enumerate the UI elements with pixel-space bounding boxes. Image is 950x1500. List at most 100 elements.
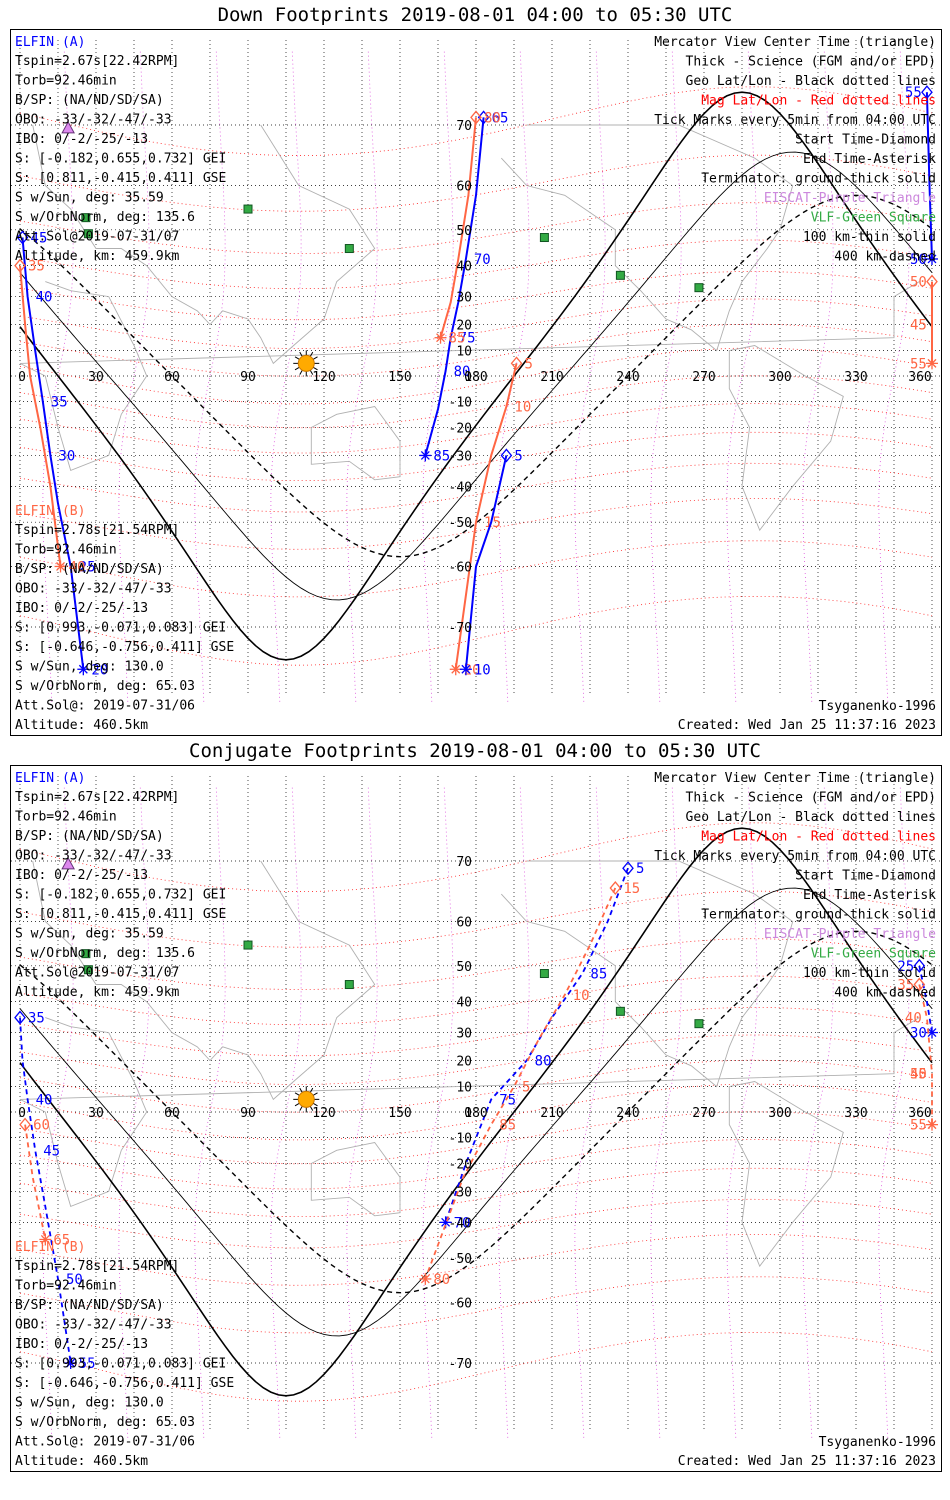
elfin-a-header: ELFIN (A) <box>15 35 85 50</box>
track-tick-label: 40 <box>69 559 86 575</box>
legend-entry: EISCAT-Purple Triangle <box>764 191 936 206</box>
footprint-track <box>424 117 485 456</box>
end-asterisk <box>927 1028 937 1038</box>
end-asterisk <box>461 664 471 674</box>
legend-entry: Tick Marks every 5min from 04:00 UTC <box>654 113 936 128</box>
track-tick-label: 35 <box>897 978 914 994</box>
start-diamond <box>913 977 926 992</box>
x-tick-label: 300 <box>768 370 791 385</box>
footprint-track <box>444 867 629 1223</box>
track-tick-label: 80 <box>454 364 471 380</box>
legend-entry: Mag Lat/Lon - Red dotted lines <box>701 94 936 109</box>
elfin-a-header: ELFIN (A) <box>15 771 85 786</box>
start-diamond <box>19 1117 31 1132</box>
x-tick-label: 180 <box>464 1106 487 1121</box>
start-diamond <box>609 881 622 896</box>
track-tick-label: 35 <box>51 394 68 410</box>
footprint-track <box>19 1017 72 1364</box>
elfin-a-info-line: Att.Sol@2019-07-31/07 <box>15 966 179 981</box>
y-tick-label: 0 <box>464 370 472 385</box>
track-tick-label: 5 <box>525 356 533 372</box>
y-tick-label: 20 <box>456 318 472 333</box>
elfin-a-info-line: S w/Sun, deg: 35.59 <box>15 191 164 206</box>
track-tick-label: 50 <box>66 1272 83 1288</box>
x-tick-label: 270 <box>692 1106 715 1121</box>
sun-marker <box>297 1090 315 1108</box>
track-tick-label: 55 <box>910 356 927 372</box>
end-asterisk <box>927 358 937 368</box>
x-tick-label: 120 <box>312 370 335 385</box>
track-tick-label: 85 <box>499 1118 516 1134</box>
y-tick-label: 40 <box>456 260 472 275</box>
mag-parallel <box>19 347 933 405</box>
elfin-b-info-line: OBO: -33/-32/-47/-33 <box>15 582 172 597</box>
track-tick-label: 85 <box>449 331 466 347</box>
track-tick-label: 45 <box>31 231 48 247</box>
legend-entry: EISCAT-Purple Triangle <box>764 927 936 942</box>
y-tick-label: -70 <box>449 1357 472 1372</box>
footprint-track <box>424 887 617 1280</box>
elfin-b-info-line: Tspin=2.78s[21.54RPM] <box>15 1259 179 1274</box>
coastline <box>19 281 920 471</box>
elfin-a-info-line: S w/OrbNorm, deg: 135.6 <box>15 946 195 961</box>
track-tick-label: 45 <box>43 1143 60 1159</box>
created-timestamp: Created: Wed Jan 25 11:37:16 2023 <box>678 1454 936 1469</box>
track-tick-label: 55 <box>79 1356 96 1372</box>
track-tick-label: 55 <box>905 85 922 101</box>
track-tick-label: 35 <box>28 259 45 275</box>
elfin-a-info-line: Altitude, km: 459.9km <box>15 249 180 264</box>
panel-title-down: Down Footprints 2019-08-01 04:00 to 05:3… <box>217 4 733 26</box>
elfin-a-info-line: Tspin=2.67s[22.42RPM] <box>15 54 179 69</box>
track-tick-label: 65 <box>492 110 509 126</box>
elfin-a-info-line: IBO: 0/-2/-25/-13 <box>15 868 148 883</box>
start-diamond <box>470 110 482 125</box>
elfin-b-info-line: S: [-0.646,-0.756,0.411] GSE <box>15 1376 234 1391</box>
coastline <box>310 1142 401 1217</box>
end-asterisk <box>420 1274 430 1284</box>
track-tick-label: 10 <box>514 400 531 416</box>
elfin-b-info-line: Att.Sol@: 2019-07-31/06 <box>15 1435 195 1450</box>
vlf-station-marker <box>81 213 91 223</box>
elfin-a-info-line: Altitude, km: 459.9km <box>15 985 180 1000</box>
vlf-station-marker <box>243 940 253 950</box>
coastline <box>19 1017 920 1207</box>
track-tick-label: 40 <box>36 290 53 306</box>
elfin-b-info-line: Torb=92.46min <box>15 1279 117 1294</box>
x-tick-label: 90 <box>240 370 256 385</box>
start-diamond <box>926 274 938 289</box>
legend-entry: Mercator View Center Time (triangle) <box>654 771 936 786</box>
track-tick-label: 55 <box>910 1118 927 1134</box>
x-tick-label: 90 <box>240 1106 256 1121</box>
start-diamond <box>921 85 933 100</box>
legend-entry: End Time-Asterisk <box>803 152 936 167</box>
track-tick-label: 80 <box>484 110 501 126</box>
eiscat-marker <box>61 120 75 134</box>
track-tick-label: 85 <box>433 448 450 464</box>
coastline <box>728 1081 844 1268</box>
end-asterisk <box>56 562 65 571</box>
terminator-400km <box>19 194 933 558</box>
elfin-a-info-line: B/SP: (NA/ND/SD/SA) <box>15 829 164 844</box>
track-tick-label: 80 <box>433 1272 450 1288</box>
y-tick-label: 50 <box>456 960 472 975</box>
y-tick-label: 30 <box>456 291 472 306</box>
end-asterisk <box>927 254 937 264</box>
track-tick-label: 75 <box>459 331 476 347</box>
elfin-a-info-line: Tspin=2.67s[22.42RPM] <box>15 790 179 805</box>
y-tick-label: 20 <box>456 1054 472 1069</box>
mag-parallel <box>19 1034 933 1085</box>
legend-entry: Thick - Science (FGM and/or EPD) <box>686 55 936 70</box>
x-tick-label: 150 <box>388 1106 411 1121</box>
footprint-track <box>439 117 477 338</box>
elfin-b-info-line: S w/OrbNorm, deg: 65.03 <box>15 679 195 694</box>
track-tick-label: 5 <box>636 861 644 877</box>
x-tick-label: 330 <box>844 1106 867 1121</box>
track-tick-label: 15 <box>623 881 640 897</box>
x-tick-label: 150 <box>388 370 411 385</box>
track-tick-label: 50 <box>910 275 927 291</box>
vlf-station-marker <box>83 229 93 239</box>
y-tick-label: 50 <box>456 224 472 239</box>
track-tick-label: 30 <box>58 448 75 464</box>
start-diamond <box>14 1010 26 1025</box>
end-asterisk <box>436 333 445 343</box>
